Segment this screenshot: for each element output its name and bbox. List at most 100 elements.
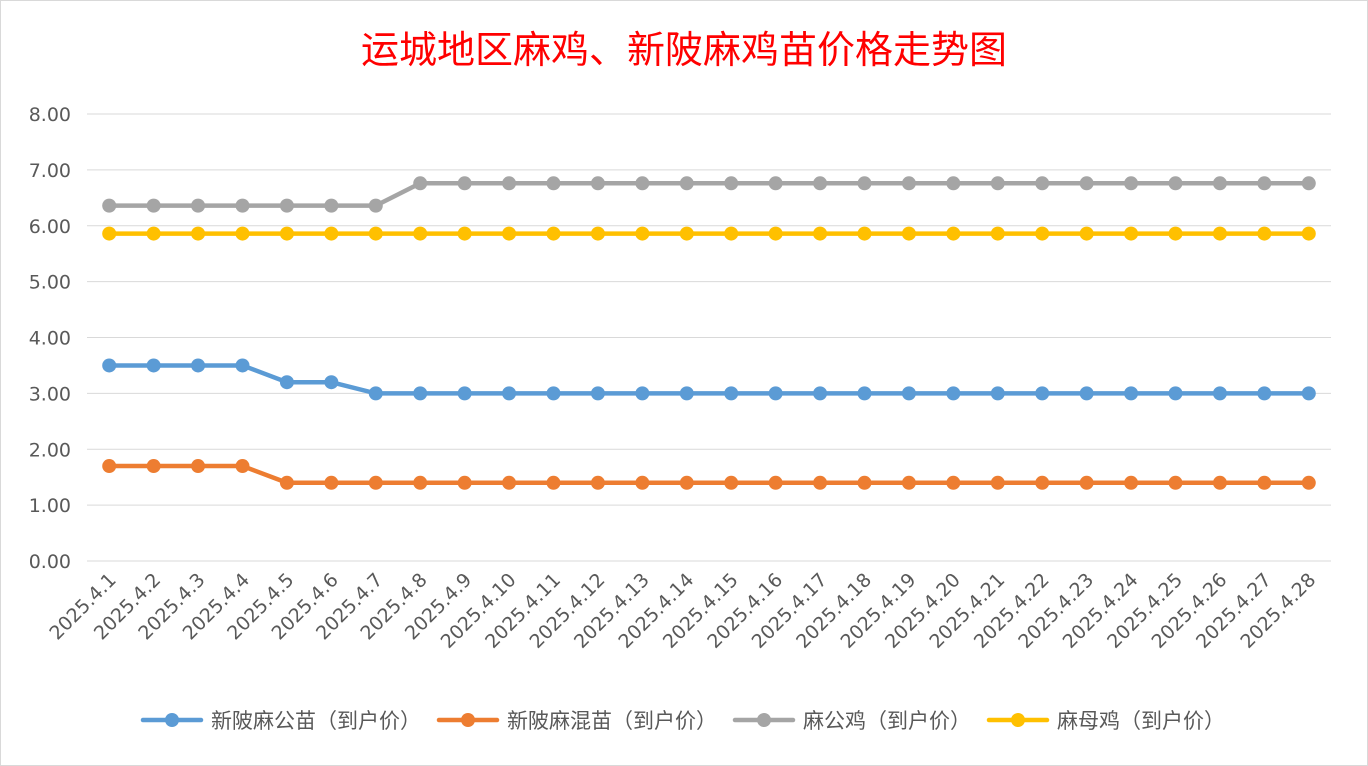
data-point (279, 198, 294, 213)
data-point (635, 386, 650, 401)
data-point (635, 226, 650, 241)
data-point (901, 226, 916, 241)
series-4 (102, 226, 1316, 241)
data-point (1257, 475, 1272, 490)
data-point (457, 386, 472, 401)
data-point (724, 226, 739, 241)
data-point (1035, 226, 1050, 241)
y-tick-label: 6.00 (29, 216, 71, 238)
data-point (1257, 226, 1272, 241)
data-point (1124, 475, 1139, 490)
data-point (857, 226, 872, 241)
data-point (1168, 226, 1183, 241)
data-point (102, 358, 117, 373)
data-point (502, 475, 517, 490)
data-point (1168, 176, 1183, 191)
data-point (946, 475, 961, 490)
series-lines (102, 176, 1316, 490)
y-tick-label: 3.00 (29, 383, 71, 405)
data-point (946, 386, 961, 401)
data-point (502, 176, 517, 191)
data-point (413, 226, 428, 241)
data-point (102, 198, 117, 213)
legend: 新陂麻公苗（到户价） 新陂麻混苗（到户价） 麻公鸡（到户价） 麻母鸡（到户价） (140, 709, 1225, 733)
data-point (590, 386, 605, 401)
gridlines (87, 113, 1331, 562)
data-point (990, 475, 1005, 490)
legend-swatch-marker (1011, 713, 1025, 727)
data-point (191, 459, 206, 474)
data-point (590, 226, 605, 241)
data-point (546, 226, 561, 241)
data-point (857, 176, 872, 191)
y-tick-label: 7.00 (29, 160, 71, 182)
data-point (1257, 176, 1272, 191)
data-point (502, 226, 517, 241)
x-axis-tick-labels: 2025.4.12025.4.22025.4.32025.4.42025.4.5… (45, 569, 1320, 653)
data-point (1301, 386, 1316, 401)
data-point (679, 475, 694, 490)
data-point (1079, 226, 1094, 241)
data-point (1168, 386, 1183, 401)
data-point (324, 375, 339, 390)
data-point (1212, 475, 1227, 490)
data-point (457, 226, 472, 241)
data-point (901, 475, 916, 490)
data-point (235, 198, 250, 213)
data-point (1079, 176, 1094, 191)
series-line (106, 363, 1312, 396)
y-tick-label: 5.00 (29, 272, 71, 294)
data-point (146, 226, 161, 241)
legend-swatch-marker (165, 713, 179, 727)
legend-swatch-marker (461, 713, 475, 727)
data-point (857, 475, 872, 490)
data-point (679, 176, 694, 191)
y-tick-label: 1.00 (29, 495, 71, 517)
data-point (1301, 176, 1316, 191)
data-point (724, 386, 739, 401)
data-point (324, 198, 339, 213)
data-point (457, 176, 472, 191)
data-point (191, 198, 206, 213)
data-point (813, 226, 828, 241)
data-point (990, 226, 1005, 241)
data-point (502, 386, 517, 401)
data-point (901, 176, 916, 191)
data-point (813, 386, 828, 401)
data-point (235, 459, 250, 474)
data-point (235, 226, 250, 241)
y-tick-label: 2.00 (29, 439, 71, 461)
y-tick-label: 4.00 (29, 328, 71, 350)
data-point (946, 226, 961, 241)
series-line (106, 463, 1312, 486)
data-point (1301, 226, 1316, 241)
data-point (102, 226, 117, 241)
y-tick-label: 8.00 (29, 104, 71, 126)
data-point (679, 226, 694, 241)
legend-item: 新陂麻公苗（到户价） (140, 709, 421, 733)
data-point (368, 226, 383, 241)
data-point (1168, 475, 1183, 490)
data-point (1124, 226, 1139, 241)
data-point (813, 475, 828, 490)
data-point (457, 475, 472, 490)
data-point (146, 358, 161, 373)
data-point (1301, 475, 1316, 490)
data-point (1212, 386, 1227, 401)
data-point (1212, 226, 1227, 241)
data-point (635, 176, 650, 191)
legend-label: 新陂麻公苗（到户价） (211, 709, 421, 733)
data-point (368, 386, 383, 401)
data-point (768, 176, 783, 191)
series-2 (102, 459, 1316, 490)
data-point (768, 475, 783, 490)
data-point (324, 226, 339, 241)
legend-label: 麻公鸡（到户价） (803, 709, 971, 733)
data-point (102, 459, 117, 474)
data-point (546, 475, 561, 490)
data-point (590, 475, 605, 490)
data-point (990, 386, 1005, 401)
data-point (146, 459, 161, 474)
legend-label: 麻母鸡（到户价） (1057, 709, 1225, 733)
